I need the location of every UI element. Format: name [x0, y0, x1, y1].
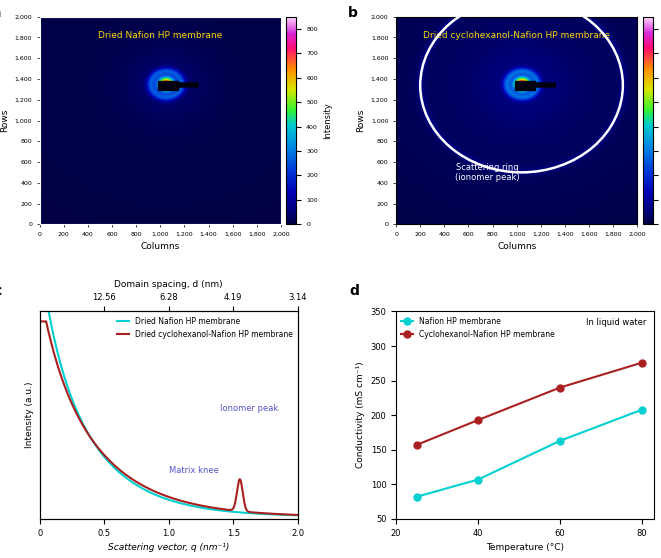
Text: d: d: [350, 285, 360, 299]
Nafion HP membrane: [412, 493, 420, 500]
Line: Dried Nafion HP membrane: Dried Nafion HP membrane: [41, 297, 298, 515]
X-axis label: Columns: Columns: [497, 243, 536, 252]
Dried cyclohexanol-Nafion HP membrane: [136, 480, 143, 487]
Dried cyclohexanol-Nafion HP membrane: [294, 512, 302, 518]
Text: c: c: [0, 285, 1, 299]
Dried cyclohexanol-Nafion HP membrane: [191, 501, 199, 508]
Line: Cyclohexanol-Nafion HP membrane: Cyclohexanol-Nafion HP membrane: [413, 359, 646, 449]
Y-axis label: Rows: Rows: [356, 109, 366, 132]
Legend: Nafion HP membrane, Cyclohexanol-Nafion HP membrane: Nafion HP membrane, Cyclohexanol-Nafion …: [400, 315, 557, 340]
Dried cyclohexanol-Nafion HP membrane: [229, 506, 237, 512]
Text: Dried Nafion HP membrane: Dried Nafion HP membrane: [98, 31, 222, 40]
Text: b: b: [348, 6, 358, 20]
Dried cyclohexanol-Nafion HP membrane: [84, 430, 92, 436]
Cyclohexanol-Nafion HP membrane: [638, 359, 646, 366]
Text: a: a: [0, 6, 1, 20]
Cyclohexanol-Nafion HP membrane: [556, 384, 564, 391]
X-axis label: Scattering vector, q (nm⁻¹): Scattering vector, q (nm⁻¹): [108, 543, 229, 552]
Dried Nafion HP membrane: [136, 483, 143, 490]
Dried Nafion HP membrane: [229, 508, 237, 515]
Text: Ionomer peak: Ionomer peak: [221, 404, 279, 413]
Cyclohexanol-Nafion HP membrane: [412, 441, 420, 448]
Y-axis label: Rows: Rows: [0, 109, 9, 132]
Polygon shape: [515, 80, 535, 90]
Cyclohexanol-Nafion HP membrane: [474, 417, 482, 424]
Y-axis label: Intensity: Intensity: [323, 102, 332, 139]
Dried cyclohexanol-Nafion HP membrane: [37, 318, 45, 325]
Dried Nafion HP membrane: [294, 512, 302, 518]
X-axis label: Temperature (°C): Temperature (°C): [486, 543, 564, 552]
Polygon shape: [159, 80, 178, 90]
Dried cyclohexanol-Nafion HP membrane: [249, 509, 256, 516]
Dried Nafion HP membrane: [84, 429, 92, 436]
Nafion HP membrane: [474, 476, 482, 483]
Y-axis label: Intensity (a.u.): Intensity (a.u.): [25, 382, 34, 449]
Line: Nafion HP membrane: Nafion HP membrane: [413, 406, 646, 501]
Legend: Dried Nafion HP membrane, Dried cyclohexanol-Nafion HP membrane: Dried Nafion HP membrane, Dried cyclohex…: [116, 315, 294, 340]
Dried Nafion HP membrane: [204, 506, 212, 512]
Text: Dried cyclohexanol-Nafion HP membrane: Dried cyclohexanol-Nafion HP membrane: [423, 31, 610, 40]
Dried Nafion HP membrane: [249, 510, 256, 517]
Dried Nafion HP membrane: [37, 294, 45, 300]
Line: Dried cyclohexanol-Nafion HP membrane: Dried cyclohexanol-Nafion HP membrane: [41, 321, 298, 515]
Text: Scattering ring
(ionomer peak): Scattering ring (ionomer peak): [455, 163, 520, 182]
X-axis label: Columns: Columns: [141, 243, 180, 252]
X-axis label: Domain spacing, d (nm): Domain spacing, d (nm): [114, 280, 223, 289]
Nafion HP membrane: [556, 437, 564, 444]
Dried cyclohexanol-Nafion HP membrane: [204, 503, 212, 510]
Text: In liquid water: In liquid water: [586, 318, 646, 326]
Y-axis label: Conductivity (mS cm⁻¹): Conductivity (mS cm⁻¹): [356, 362, 365, 469]
Dried Nafion HP membrane: [191, 503, 199, 510]
Text: Matrix knee: Matrix knee: [169, 466, 219, 475]
Nafion HP membrane: [638, 406, 646, 413]
